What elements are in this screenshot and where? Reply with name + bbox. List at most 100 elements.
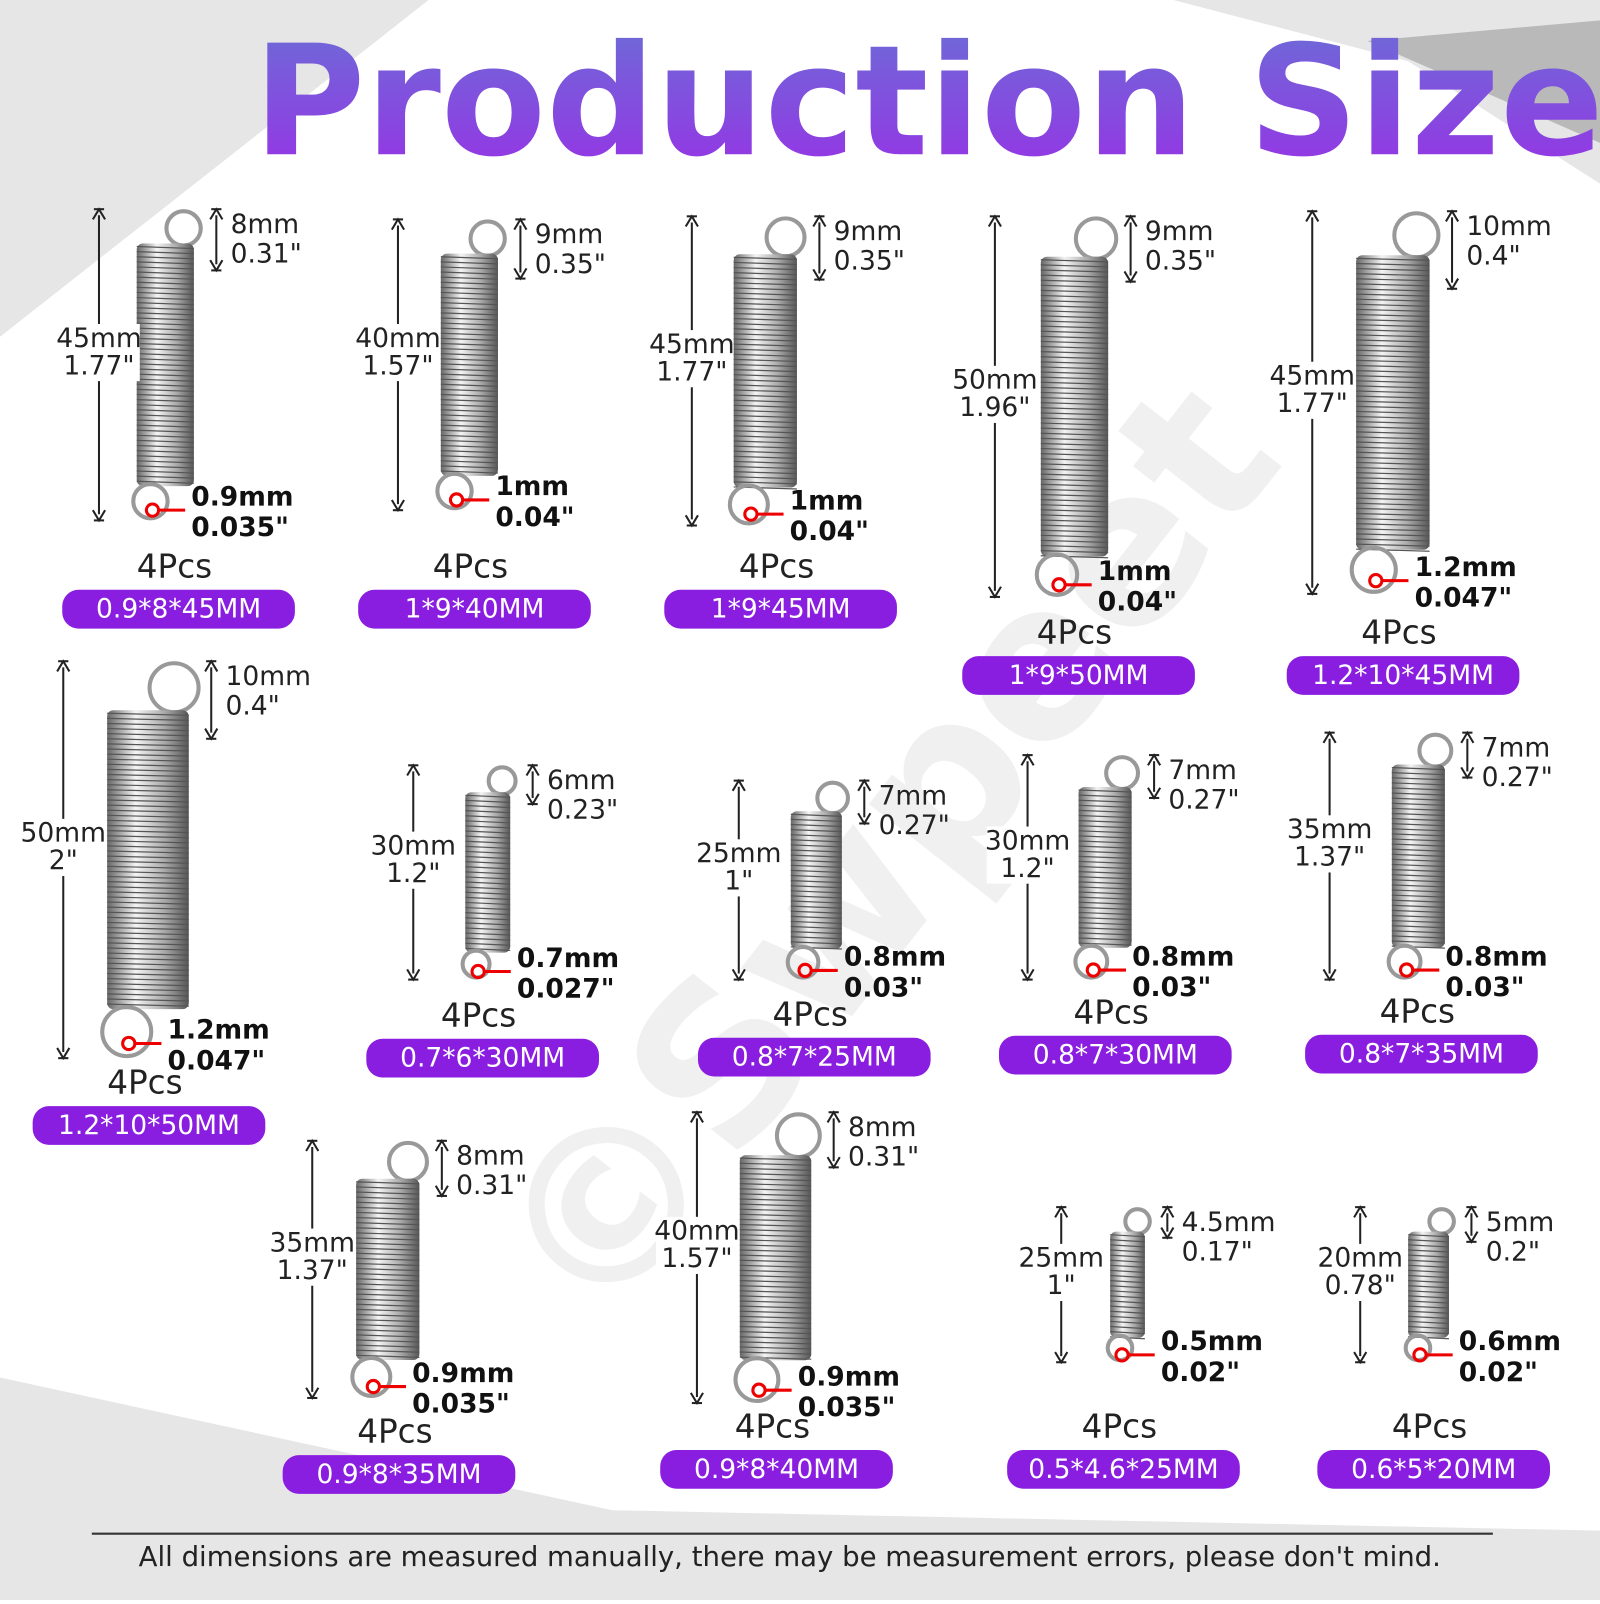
coil-turn <box>356 1262 420 1267</box>
coil-turn <box>440 444 498 449</box>
wire-in: 0.027" <box>517 973 615 1004</box>
coil-turn <box>1391 817 1445 822</box>
coil-turn <box>1356 482 1430 486</box>
hook-in: 0.35" <box>1145 246 1216 277</box>
spec: 0.8*7*30MM <box>1033 1040 1198 1071</box>
coil-turn <box>107 926 189 931</box>
coil-turn <box>1356 400 1430 404</box>
coil-turn <box>1040 345 1109 350</box>
coil-turn <box>1078 809 1132 814</box>
coil-turn <box>739 1193 812 1197</box>
coil-turn <box>440 460 498 464</box>
coil-turn <box>440 378 498 382</box>
wire-marker <box>121 1035 137 1052</box>
coil-turn <box>440 256 498 260</box>
coil-turn <box>733 435 797 439</box>
coil-turn <box>1356 257 1430 262</box>
spring-hook <box>764 216 807 259</box>
coil-turn <box>136 444 194 449</box>
coil-turn <box>107 819 189 824</box>
coil-turn <box>107 911 189 915</box>
spec: 1*9*45MM <box>711 594 851 625</box>
coil-turn <box>356 1181 420 1185</box>
coil-turn <box>356 1339 420 1343</box>
coil-turn <box>107 947 189 951</box>
coil-turn <box>1040 473 1109 477</box>
coil-turn <box>733 282 797 286</box>
coil-turn <box>1356 380 1430 384</box>
coil-turn <box>107 824 189 829</box>
length-mm: 50mm <box>21 818 106 849</box>
coil-turn <box>465 876 511 880</box>
coil-turn <box>733 317 797 322</box>
coil-turn <box>1040 366 1109 370</box>
label-bg <box>986 826 1069 884</box>
footer-note: All dimensions are measured manually, th… <box>139 1541 1441 1573</box>
coil-turn <box>356 1232 420 1236</box>
wire-in: 0.03" <box>1132 972 1211 1003</box>
coil-turn <box>790 869 842 874</box>
coil-turn <box>356 1216 420 1221</box>
coil-turn <box>136 388 194 393</box>
length-in: 1.96" <box>959 392 1030 423</box>
coil-turn <box>1040 529 1109 533</box>
coil-turn <box>733 414 797 419</box>
coil-turn <box>107 743 189 747</box>
coil-turn <box>107 972 189 977</box>
coil-turn <box>107 916 189 920</box>
coil-turn <box>1356 278 1430 282</box>
coil-turn <box>733 323 797 327</box>
coil-turn <box>739 1346 812 1350</box>
coil-turn <box>1078 814 1132 819</box>
coil-turn <box>1040 330 1109 334</box>
coil-turn <box>1110 1269 1145 1274</box>
coil-turn <box>107 957 189 961</box>
spec-pill <box>660 1450 893 1489</box>
coil-turn <box>790 874 842 879</box>
coil-turn <box>1391 920 1445 924</box>
length-mm: 45mm <box>56 323 141 354</box>
coil-turn <box>1040 340 1109 345</box>
length-mm: 40mm <box>654 1216 739 1247</box>
coil-turn <box>1040 453 1109 457</box>
spring-hook <box>147 661 201 715</box>
coil-turn <box>1408 1320 1450 1325</box>
coil-turn <box>107 967 189 972</box>
coil-turn <box>440 358 498 362</box>
coil-turn <box>1078 891 1132 895</box>
coil-turn <box>356 1247 420 1251</box>
coil-turn <box>1408 1274 1450 1279</box>
length-in: 1" <box>1047 1270 1076 1301</box>
coil-turn <box>440 317 498 321</box>
wire-mm: 0.9mm <box>412 1358 514 1389</box>
coil-turn <box>1356 313 1430 318</box>
coil-turn <box>107 998 189 1002</box>
coil-turn <box>136 480 194 484</box>
coil-turn <box>465 810 511 814</box>
coil-turn <box>1391 807 1445 812</box>
coil-turn <box>1110 1239 1145 1243</box>
coil-turn <box>1040 432 1109 436</box>
coil-turn <box>733 425 797 429</box>
coil-turn <box>440 307 498 311</box>
coil-turn <box>739 1280 812 1284</box>
coil-turn <box>1356 262 1430 267</box>
hook-mm: 7mm <box>1168 755 1237 786</box>
coil-turn <box>1356 354 1430 358</box>
coil-turn <box>107 845 189 849</box>
coil-turn <box>136 317 194 321</box>
coil-turn <box>1391 863 1445 868</box>
spring-hook <box>468 219 507 258</box>
spec-pill <box>366 1038 599 1078</box>
coil-turn <box>136 460 194 464</box>
coil-turn <box>1356 385 1430 389</box>
wire-marker <box>1398 962 1415 978</box>
coil-turn <box>1356 390 1430 394</box>
coil-turn <box>790 900 842 904</box>
coil-turn <box>739 1341 812 1345</box>
coil-turn <box>107 952 189 956</box>
spring-hook <box>1349 545 1398 594</box>
coil-turn <box>739 1310 812 1314</box>
